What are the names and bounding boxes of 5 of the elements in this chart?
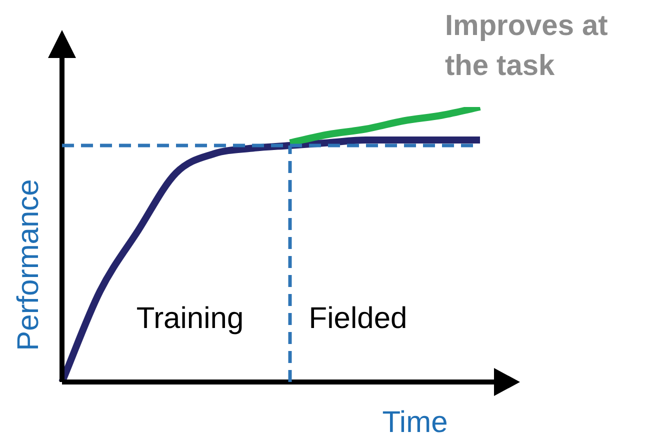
annotation: Training: [136, 302, 244, 335]
x-axis-title: Time: [382, 406, 448, 438]
series-label: Improves at the task: [445, 10, 608, 82]
y-axis-title: Performance: [12, 179, 45, 351]
annotation: Fielded: [308, 302, 408, 335]
